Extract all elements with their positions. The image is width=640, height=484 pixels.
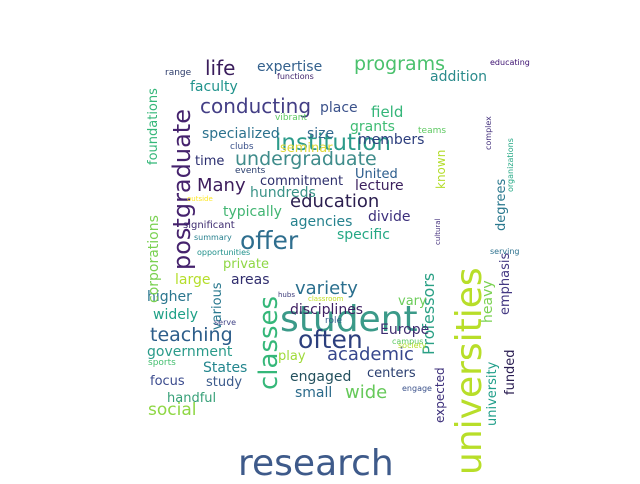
word-society: society bbox=[398, 341, 427, 350]
word-offer: offer bbox=[240, 226, 299, 255]
word-small: small bbox=[295, 385, 333, 401]
word-specific: specific bbox=[337, 227, 390, 243]
word-government: government bbox=[147, 344, 233, 360]
word-summary: summary bbox=[194, 233, 232, 242]
word-agencies: agencies bbox=[290, 214, 353, 230]
word-corporations: corporations bbox=[146, 215, 162, 303]
word-life: life bbox=[205, 56, 236, 80]
word-wide: wide bbox=[345, 382, 388, 403]
word-faculty: faculty bbox=[190, 79, 238, 95]
word-time: time bbox=[195, 154, 225, 169]
word-often: often bbox=[298, 325, 363, 354]
word-teaching: teaching bbox=[150, 324, 233, 346]
word-typically: typically bbox=[223, 204, 282, 220]
word-institution: institution bbox=[275, 130, 392, 156]
word-states: States bbox=[203, 360, 248, 376]
word-size: size bbox=[307, 126, 335, 142]
word-teams: teams bbox=[418, 126, 447, 136]
word-serving: serving bbox=[490, 247, 520, 256]
word-centers: centers bbox=[367, 366, 416, 381]
word-emphasis: emphasis bbox=[498, 252, 513, 315]
word-specialized: specialized bbox=[202, 126, 280, 142]
word-heavy: heavy bbox=[480, 280, 496, 323]
word-hubs: hubs bbox=[278, 291, 295, 299]
word-united: United bbox=[355, 167, 398, 182]
word-sports: sports bbox=[148, 358, 176, 368]
word-vary: vary bbox=[398, 294, 427, 309]
word-field: field bbox=[371, 103, 404, 121]
word-large: large bbox=[175, 272, 211, 288]
word-areas: areas bbox=[231, 272, 270, 288]
word-functions: functions bbox=[277, 72, 314, 81]
word-addition: addition bbox=[430, 69, 488, 85]
word-serve: serve bbox=[214, 318, 237, 327]
word-foundations: foundations bbox=[146, 88, 161, 165]
word-lecture: lecture bbox=[355, 178, 404, 194]
word-range: range bbox=[165, 68, 192, 78]
word-known: known bbox=[434, 149, 448, 189]
word-clubs: clubs bbox=[230, 142, 254, 152]
word-disciplines: disciplines bbox=[290, 302, 364, 318]
word-seminar: seminar bbox=[280, 141, 333, 156]
word-student: student bbox=[280, 299, 418, 340]
word-programs: programs bbox=[354, 53, 446, 75]
word-role: role bbox=[325, 316, 343, 326]
word-outside: outside bbox=[187, 195, 213, 203]
word-private: private bbox=[223, 257, 269, 272]
word-classroom: classroom bbox=[308, 295, 344, 303]
word-campus: campus bbox=[392, 337, 424, 346]
word-many: Many bbox=[197, 175, 246, 196]
word-research: research bbox=[238, 443, 394, 484]
word-grants: grants bbox=[350, 119, 395, 135]
word-handful: handful bbox=[167, 391, 217, 406]
word-play: play bbox=[278, 349, 306, 364]
word-classes: classes bbox=[254, 295, 284, 390]
word-funded: funded bbox=[503, 349, 518, 395]
word-commitment: commitment bbox=[260, 174, 344, 189]
word-complex: complex bbox=[484, 116, 493, 150]
word-study: study bbox=[206, 375, 243, 390]
word-variety: variety bbox=[295, 278, 358, 299]
word-educating: educating bbox=[490, 58, 530, 67]
word-academic: academic bbox=[327, 344, 414, 365]
word-organizations: organizations bbox=[506, 138, 515, 192]
word-conducting: conducting bbox=[200, 94, 312, 118]
word-europe: Europe bbox=[380, 322, 430, 338]
word-expected: expected bbox=[433, 367, 447, 423]
word-place: place bbox=[320, 100, 358, 116]
word-education: education bbox=[290, 191, 380, 212]
word-widely: widely bbox=[153, 307, 199, 323]
word-events: events bbox=[235, 166, 266, 176]
word-engage: engage bbox=[402, 384, 432, 393]
word-higher: higher bbox=[147, 289, 192, 305]
word-undergraduate: undergraduate bbox=[235, 148, 377, 170]
word-divide: divide bbox=[368, 209, 411, 225]
word-engaged: engaged bbox=[290, 369, 352, 385]
word-opportunities: opportunities bbox=[197, 248, 251, 257]
word-university: university bbox=[485, 361, 500, 426]
word-postgraduate: postgraduate bbox=[168, 109, 196, 270]
word-cultural: cultural bbox=[434, 218, 442, 245]
word-cloud: student research universities institution po… bbox=[145, 53, 530, 482]
word-vibrant: vibrant bbox=[275, 113, 307, 123]
word-focus: focus bbox=[150, 374, 185, 389]
word-significant: significant bbox=[183, 220, 235, 231]
word-hundreds: hundreds bbox=[250, 185, 316, 201]
word-expertise: expertise bbox=[257, 59, 323, 75]
word-members: members bbox=[358, 132, 425, 148]
word-social: social bbox=[148, 400, 197, 420]
